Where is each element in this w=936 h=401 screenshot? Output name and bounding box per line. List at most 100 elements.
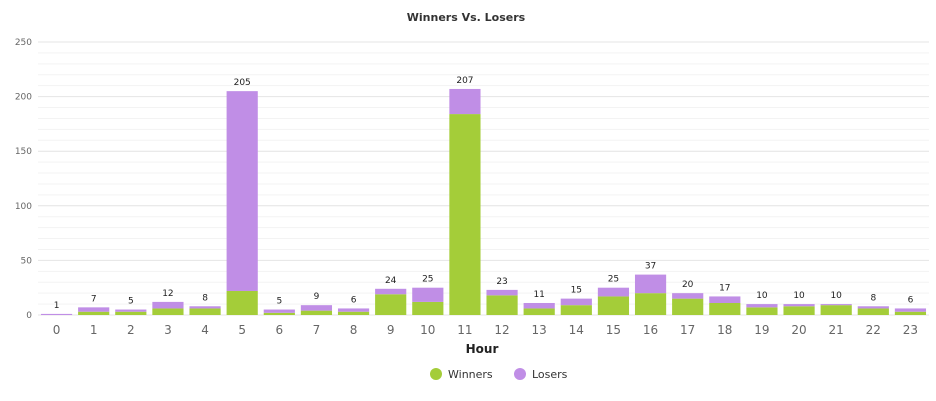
bar-winners-2[interactable] — [115, 311, 147, 315]
bar-winners-20[interactable] — [783, 306, 815, 315]
x-tick-label: 3 — [164, 323, 172, 337]
y-tick-label: 100 — [15, 202, 32, 212]
bar-losers-19[interactable] — [746, 304, 778, 308]
bar-losers-2[interactable] — [115, 309, 147, 312]
bar-winners-6[interactable] — [263, 312, 295, 315]
bar-losers-22[interactable] — [857, 306, 889, 309]
bar-losers-0[interactable] — [40, 313, 73, 315]
bar-winners-12[interactable] — [486, 295, 518, 315]
x-tick-label: 1 — [90, 323, 98, 337]
x-tick-label: 0 — [53, 323, 61, 337]
bar-winners-8[interactable] — [337, 311, 370, 315]
total-label-14: 15 — [571, 286, 582, 296]
bar-winners-23[interactable] — [894, 311, 927, 315]
total-label-13: 11 — [533, 290, 544, 300]
bar-winners-1[interactable] — [78, 311, 110, 315]
grid-layer — [38, 41, 929, 316]
bar-winners-16[interactable] — [634, 293, 667, 315]
bar-winners-5[interactable] — [226, 290, 258, 315]
bar-winners-3[interactable] — [152, 308, 184, 315]
total-label-11: 207 — [456, 76, 473, 86]
total-label-17: 20 — [682, 280, 694, 290]
y-tick-label: 250 — [15, 38, 32, 48]
bar-losers-17[interactable] — [672, 293, 704, 299]
legend: Winners Losers — [430, 368, 568, 381]
x-tick-label: 8 — [350, 323, 358, 337]
bar-losers-5[interactable] — [226, 91, 258, 291]
bar-losers-23[interactable] — [894, 308, 927, 312]
bar-winners-14[interactable] — [560, 305, 592, 315]
bar-losers-16[interactable] — [634, 274, 667, 294]
bar-winners-11[interactable] — [449, 114, 481, 316]
x-tick-label: 11 — [457, 323, 472, 337]
legend-label: Losers — [532, 368, 568, 381]
total-label-22: 8 — [870, 293, 876, 303]
bar-losers-14[interactable] — [560, 298, 592, 306]
bar-winners-22[interactable] — [857, 308, 889, 315]
y-tick-label: 50 — [21, 256, 33, 266]
total-label-16: 37 — [645, 262, 656, 272]
total-label-15: 25 — [608, 275, 619, 285]
total-label-21: 10 — [830, 291, 842, 301]
total-label-4: 8 — [202, 293, 208, 303]
bar-winners-15[interactable] — [597, 296, 630, 315]
y-tick-label: 200 — [15, 93, 32, 103]
bar-winners-18[interactable] — [709, 302, 741, 315]
bars-layer — [40, 88, 927, 316]
x-tick-label: 10 — [420, 323, 435, 337]
x-axis-label: Hour — [466, 342, 499, 356]
total-label-1: 7 — [91, 294, 97, 304]
bar-losers-11[interactable] — [449, 88, 481, 115]
total-label-2: 5 — [128, 297, 134, 307]
bar-winners-19[interactable] — [746, 307, 778, 315]
bar-winners-4[interactable] — [189, 308, 221, 315]
total-label-3: 12 — [162, 289, 173, 299]
bar-losers-18[interactable] — [709, 296, 741, 303]
total-label-19: 10 — [756, 291, 768, 301]
x-tick-label: 20 — [791, 323, 806, 337]
total-label-5: 205 — [234, 78, 251, 88]
bar-losers-9[interactable] — [375, 288, 407, 295]
x-tick-label: 4 — [201, 323, 209, 337]
bar-winners-17[interactable] — [672, 298, 704, 315]
bar-losers-10[interactable] — [412, 287, 444, 302]
legend-swatch — [514, 368, 526, 380]
bar-winners-10[interactable] — [412, 301, 444, 315]
bar-winners-13[interactable] — [523, 308, 555, 315]
x-tick-label: 19 — [754, 323, 769, 337]
x-tick-label: 14 — [569, 323, 584, 337]
bar-winners-9[interactable] — [375, 294, 407, 315]
x-tick-label: 6 — [275, 323, 283, 337]
total-label-8: 6 — [351, 295, 357, 305]
total-label-12: 23 — [496, 277, 507, 287]
legend-item-losers[interactable]: Losers — [514, 368, 568, 381]
total-label-0: 1 — [54, 301, 60, 311]
bar-losers-7[interactable] — [300, 305, 333, 311]
bar-losers-8[interactable] — [337, 308, 370, 312]
x-tick-label: 7 — [313, 323, 321, 337]
x-tick-label: 9 — [387, 323, 395, 337]
x-tick-label: 23 — [903, 323, 918, 337]
y-tick-label: 0 — [26, 311, 32, 321]
bar-losers-3[interactable] — [152, 301, 184, 309]
legend-item-winners[interactable]: Winners — [430, 368, 493, 381]
total-label-6: 5 — [276, 297, 282, 307]
legend-label: Winners — [448, 368, 493, 381]
x-tick-label: 22 — [866, 323, 881, 337]
bar-losers-12[interactable] — [486, 289, 518, 296]
bar-losers-4[interactable] — [189, 306, 221, 309]
bar-losers-20[interactable] — [783, 304, 815, 307]
bar-losers-21[interactable] — [820, 304, 852, 306]
bar-winners-7[interactable] — [300, 310, 333, 315]
x-axis-ticks: 0 1 2 3 4 5 6 7 8 9 10 11 12 13 14 15 16 17 18 19 20 21 22 23 — [53, 323, 918, 337]
x-tick-label: 21 — [829, 323, 844, 337]
x-tick-label: 12 — [494, 323, 509, 337]
bar-losers-13[interactable] — [523, 302, 555, 309]
bar-losers-6[interactable] — [263, 309, 295, 313]
x-tick-label: 13 — [532, 323, 547, 337]
bar-losers-15[interactable] — [597, 287, 630, 297]
bar-winners-21[interactable] — [820, 305, 852, 315]
bar-losers-1[interactable] — [78, 307, 110, 312]
